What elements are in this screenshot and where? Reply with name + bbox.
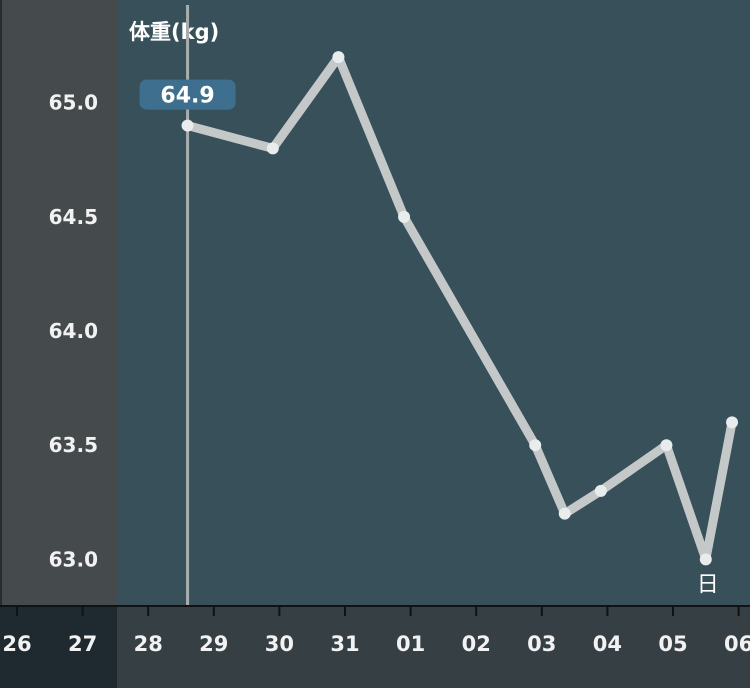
x-tick-label: 26	[2, 632, 31, 656]
point-annotation: 日	[697, 572, 719, 597]
x-tick-label: 04	[593, 632, 622, 656]
y-tick-label: 64.5	[49, 205, 98, 229]
x-axis-band-left	[0, 605, 117, 688]
data-point[interactable]	[558, 507, 571, 520]
y-tick-label: 63.5	[49, 433, 98, 457]
y-tick-label: 63.0	[49, 547, 98, 571]
callout-box	[139, 79, 236, 110]
data-point[interactable]	[332, 51, 345, 64]
data-point[interactable]	[529, 439, 542, 452]
x-axis-band	[117, 605, 750, 688]
x-tick-label: 29	[199, 632, 228, 656]
data-point[interactable]	[726, 416, 739, 429]
y-tick-label: 64.0	[49, 319, 98, 343]
data-point[interactable]	[594, 484, 607, 497]
x-tick-label: 03	[527, 632, 556, 656]
x-tick-label: 02	[462, 632, 491, 656]
callout-value: 64.9	[160, 84, 214, 109]
data-point[interactable]	[266, 142, 279, 155]
data-point[interactable]	[181, 119, 194, 132]
x-tick-label: 31	[330, 632, 359, 656]
x-tick-label: 28	[134, 632, 163, 656]
x-tick-label: 06	[724, 632, 750, 656]
y-axis-ticks: 65.0 64.5 64.0 63.5 63.0	[49, 91, 98, 572]
data-point[interactable]	[398, 210, 411, 223]
x-axis-ticks[interactable]: 26 27 28 29 30 31 01 02 03 04 05 06	[2, 606, 750, 656]
data-point[interactable]	[660, 439, 673, 452]
y-tick-label: 65.0	[49, 91, 98, 115]
annotations: 日	[697, 572, 719, 597]
chart-title: 体重(kg)	[129, 20, 219, 44]
data-point[interactable]	[699, 553, 712, 566]
x-tick-label: 01	[396, 632, 425, 656]
x-tick-label: 30	[265, 632, 294, 656]
left-panel-bg	[0, 0, 117, 605]
series-line	[183, 52, 737, 564]
data-points	[181, 51, 739, 566]
x-tick-label: 05	[658, 632, 687, 656]
x-tick-label: 27	[68, 632, 97, 656]
value-callout: 64.9	[139, 79, 236, 110]
